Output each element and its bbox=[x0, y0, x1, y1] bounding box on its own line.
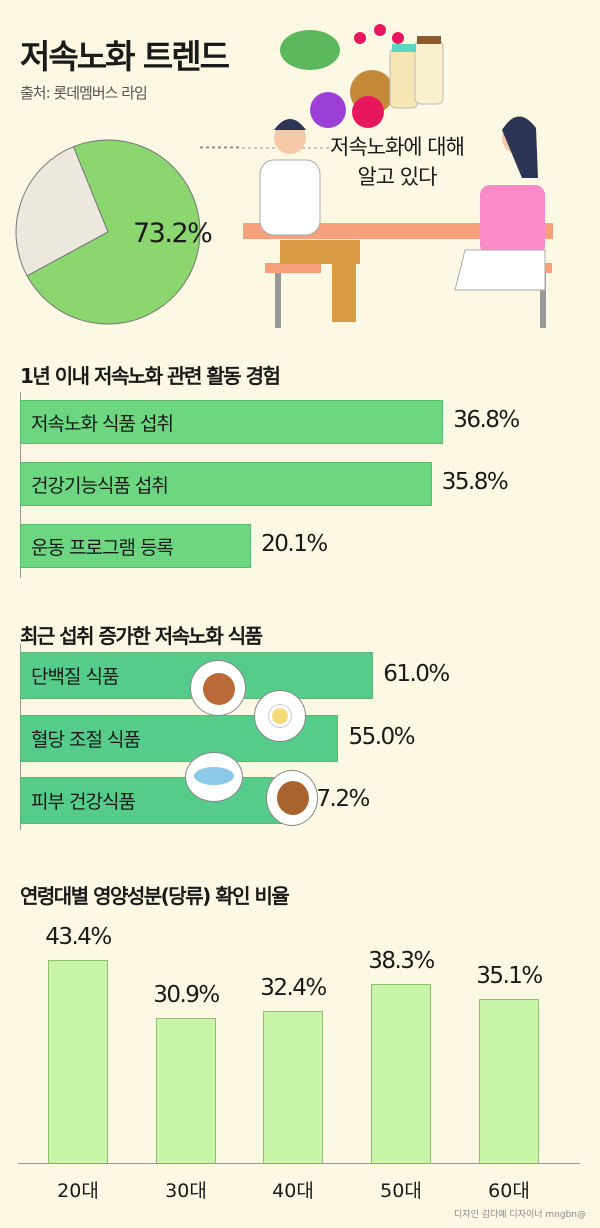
bar bbox=[48, 959, 108, 1163]
bar bbox=[263, 1011, 323, 1163]
bar-label: 저속노화 식품 섭취 bbox=[31, 412, 174, 435]
bar-value: 36.8% bbox=[453, 407, 520, 433]
x-tick-label: 30대 bbox=[165, 1180, 207, 1202]
callout-dash bbox=[200, 147, 330, 149]
x-tick-label: 40대 bbox=[272, 1180, 314, 1202]
x-tick-label: 50대 bbox=[380, 1180, 422, 1202]
bar-value: 55.0% bbox=[348, 723, 415, 750]
bar-value: 35.8% bbox=[441, 469, 509, 495]
man-figure-icon bbox=[259, 119, 360, 322]
bar bbox=[156, 1018, 216, 1163]
bar bbox=[479, 998, 539, 1163]
callout-line-2: 알고 있다 bbox=[357, 165, 437, 189]
bar: 저속노화 식품 섭취 bbox=[20, 400, 444, 444]
pie-chart bbox=[15, 139, 240, 325]
chart3-baseline bbox=[18, 1163, 580, 1164]
vegetables-icon bbox=[280, 24, 422, 128]
pie-slice-rest bbox=[15, 146, 109, 277]
bar-value: 20.1% bbox=[261, 531, 328, 557]
bar-value: 32.4% bbox=[260, 975, 327, 1002]
illustration bbox=[243, 24, 553, 328]
beans-plate-icon bbox=[266, 770, 318, 826]
woman-figure-icon bbox=[454, 116, 546, 291]
chart3-title: 연령대별 영양성분(당류) 확인 비율 bbox=[20, 884, 290, 908]
supplement-jars-icon bbox=[389, 36, 444, 109]
bar-value: 61.0% bbox=[383, 660, 450, 687]
pie-label: 73.2% bbox=[133, 218, 213, 249]
callout: 저속노화에 대해 알고 있다 bbox=[330, 132, 465, 192]
bar-label: 운동 프로그램 등록 bbox=[31, 536, 174, 559]
bar-label: 단백질 식품 bbox=[31, 666, 119, 688]
bar: 피부 건강식품 bbox=[20, 777, 294, 824]
bar bbox=[371, 983, 431, 1163]
nuts-plate-icon bbox=[190, 660, 246, 716]
bar-label: 건강기능식품 섭취 bbox=[31, 474, 169, 497]
bar-label: 혈당 조절 식품 bbox=[31, 729, 141, 751]
eggs-plate-icon bbox=[254, 690, 306, 742]
credit-text: 디자인 김다예 디자이너 mngbn@ bbox=[454, 1210, 586, 1220]
x-tick-label: 60대 bbox=[488, 1180, 530, 1202]
bar-value: 38.3% bbox=[368, 947, 435, 974]
callout-line-1: 저속노화에 대해 bbox=[330, 135, 465, 159]
bar-label: 피부 건강식품 bbox=[31, 791, 136, 813]
bar-value: 43.4% bbox=[45, 923, 112, 950]
pie-slice-main bbox=[26, 139, 201, 325]
fish-plate-icon bbox=[185, 752, 243, 802]
source-text: 출처: 롯데멤버스 라임 bbox=[20, 84, 148, 102]
chart2-title: 최근 섭취 증가한 저속노화 식품 bbox=[20, 624, 263, 648]
bar-value: 35.1% bbox=[476, 962, 543, 989]
page-title: 저속노화 트렌드 bbox=[20, 37, 230, 76]
bar: 건강기능식품 섭취 bbox=[20, 462, 432, 506]
bar: 운동 프로그램 등록 bbox=[20, 524, 252, 568]
x-tick-label: 20대 bbox=[57, 1180, 99, 1202]
bar-value: 30.9% bbox=[153, 982, 220, 1009]
chart1-title: 1년 이내 저속노화 관련 활동 경험 bbox=[20, 364, 281, 388]
